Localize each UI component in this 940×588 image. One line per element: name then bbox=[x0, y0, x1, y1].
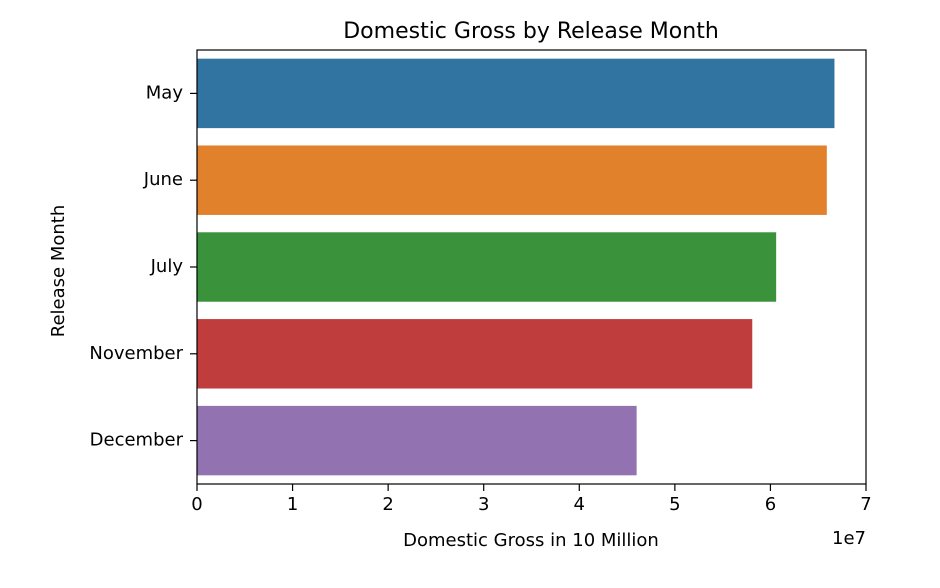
x-tick-label: 2 bbox=[382, 494, 393, 515]
bar-november bbox=[197, 319, 753, 389]
x-tick-label: 0 bbox=[191, 494, 202, 515]
x-tick-label: 3 bbox=[478, 494, 489, 515]
bar-december bbox=[197, 405, 637, 476]
x-axis-offset-label: 1e7 bbox=[832, 528, 866, 549]
y-tick-label: November bbox=[89, 343, 183, 364]
bar-july bbox=[197, 232, 777, 302]
x-tick-label: 7 bbox=[860, 494, 871, 515]
x-axis-label: Domestic Gross in 10 Million bbox=[403, 530, 659, 551]
chart-title: Domestic Gross by Release Month bbox=[343, 19, 719, 44]
bar-june bbox=[197, 145, 827, 215]
y-axis: May June July November December bbox=[89, 82, 197, 451]
bars-layer bbox=[197, 58, 835, 476]
x-tick-label: 5 bbox=[669, 494, 680, 515]
y-tick-label: May bbox=[146, 82, 184, 103]
x-tick-label: 1 bbox=[287, 494, 298, 515]
y-tick-label: December bbox=[90, 430, 184, 451]
x-tick-label: 4 bbox=[574, 494, 585, 515]
x-tick-label: 6 bbox=[765, 494, 776, 515]
bar-may bbox=[197, 58, 835, 129]
x-axis: 0 1 2 3 4 5 6 7 bbox=[191, 484, 872, 515]
y-axis-label: Release Month bbox=[48, 205, 69, 337]
y-tick-label: July bbox=[150, 256, 184, 277]
y-tick-label: June bbox=[143, 169, 183, 190]
